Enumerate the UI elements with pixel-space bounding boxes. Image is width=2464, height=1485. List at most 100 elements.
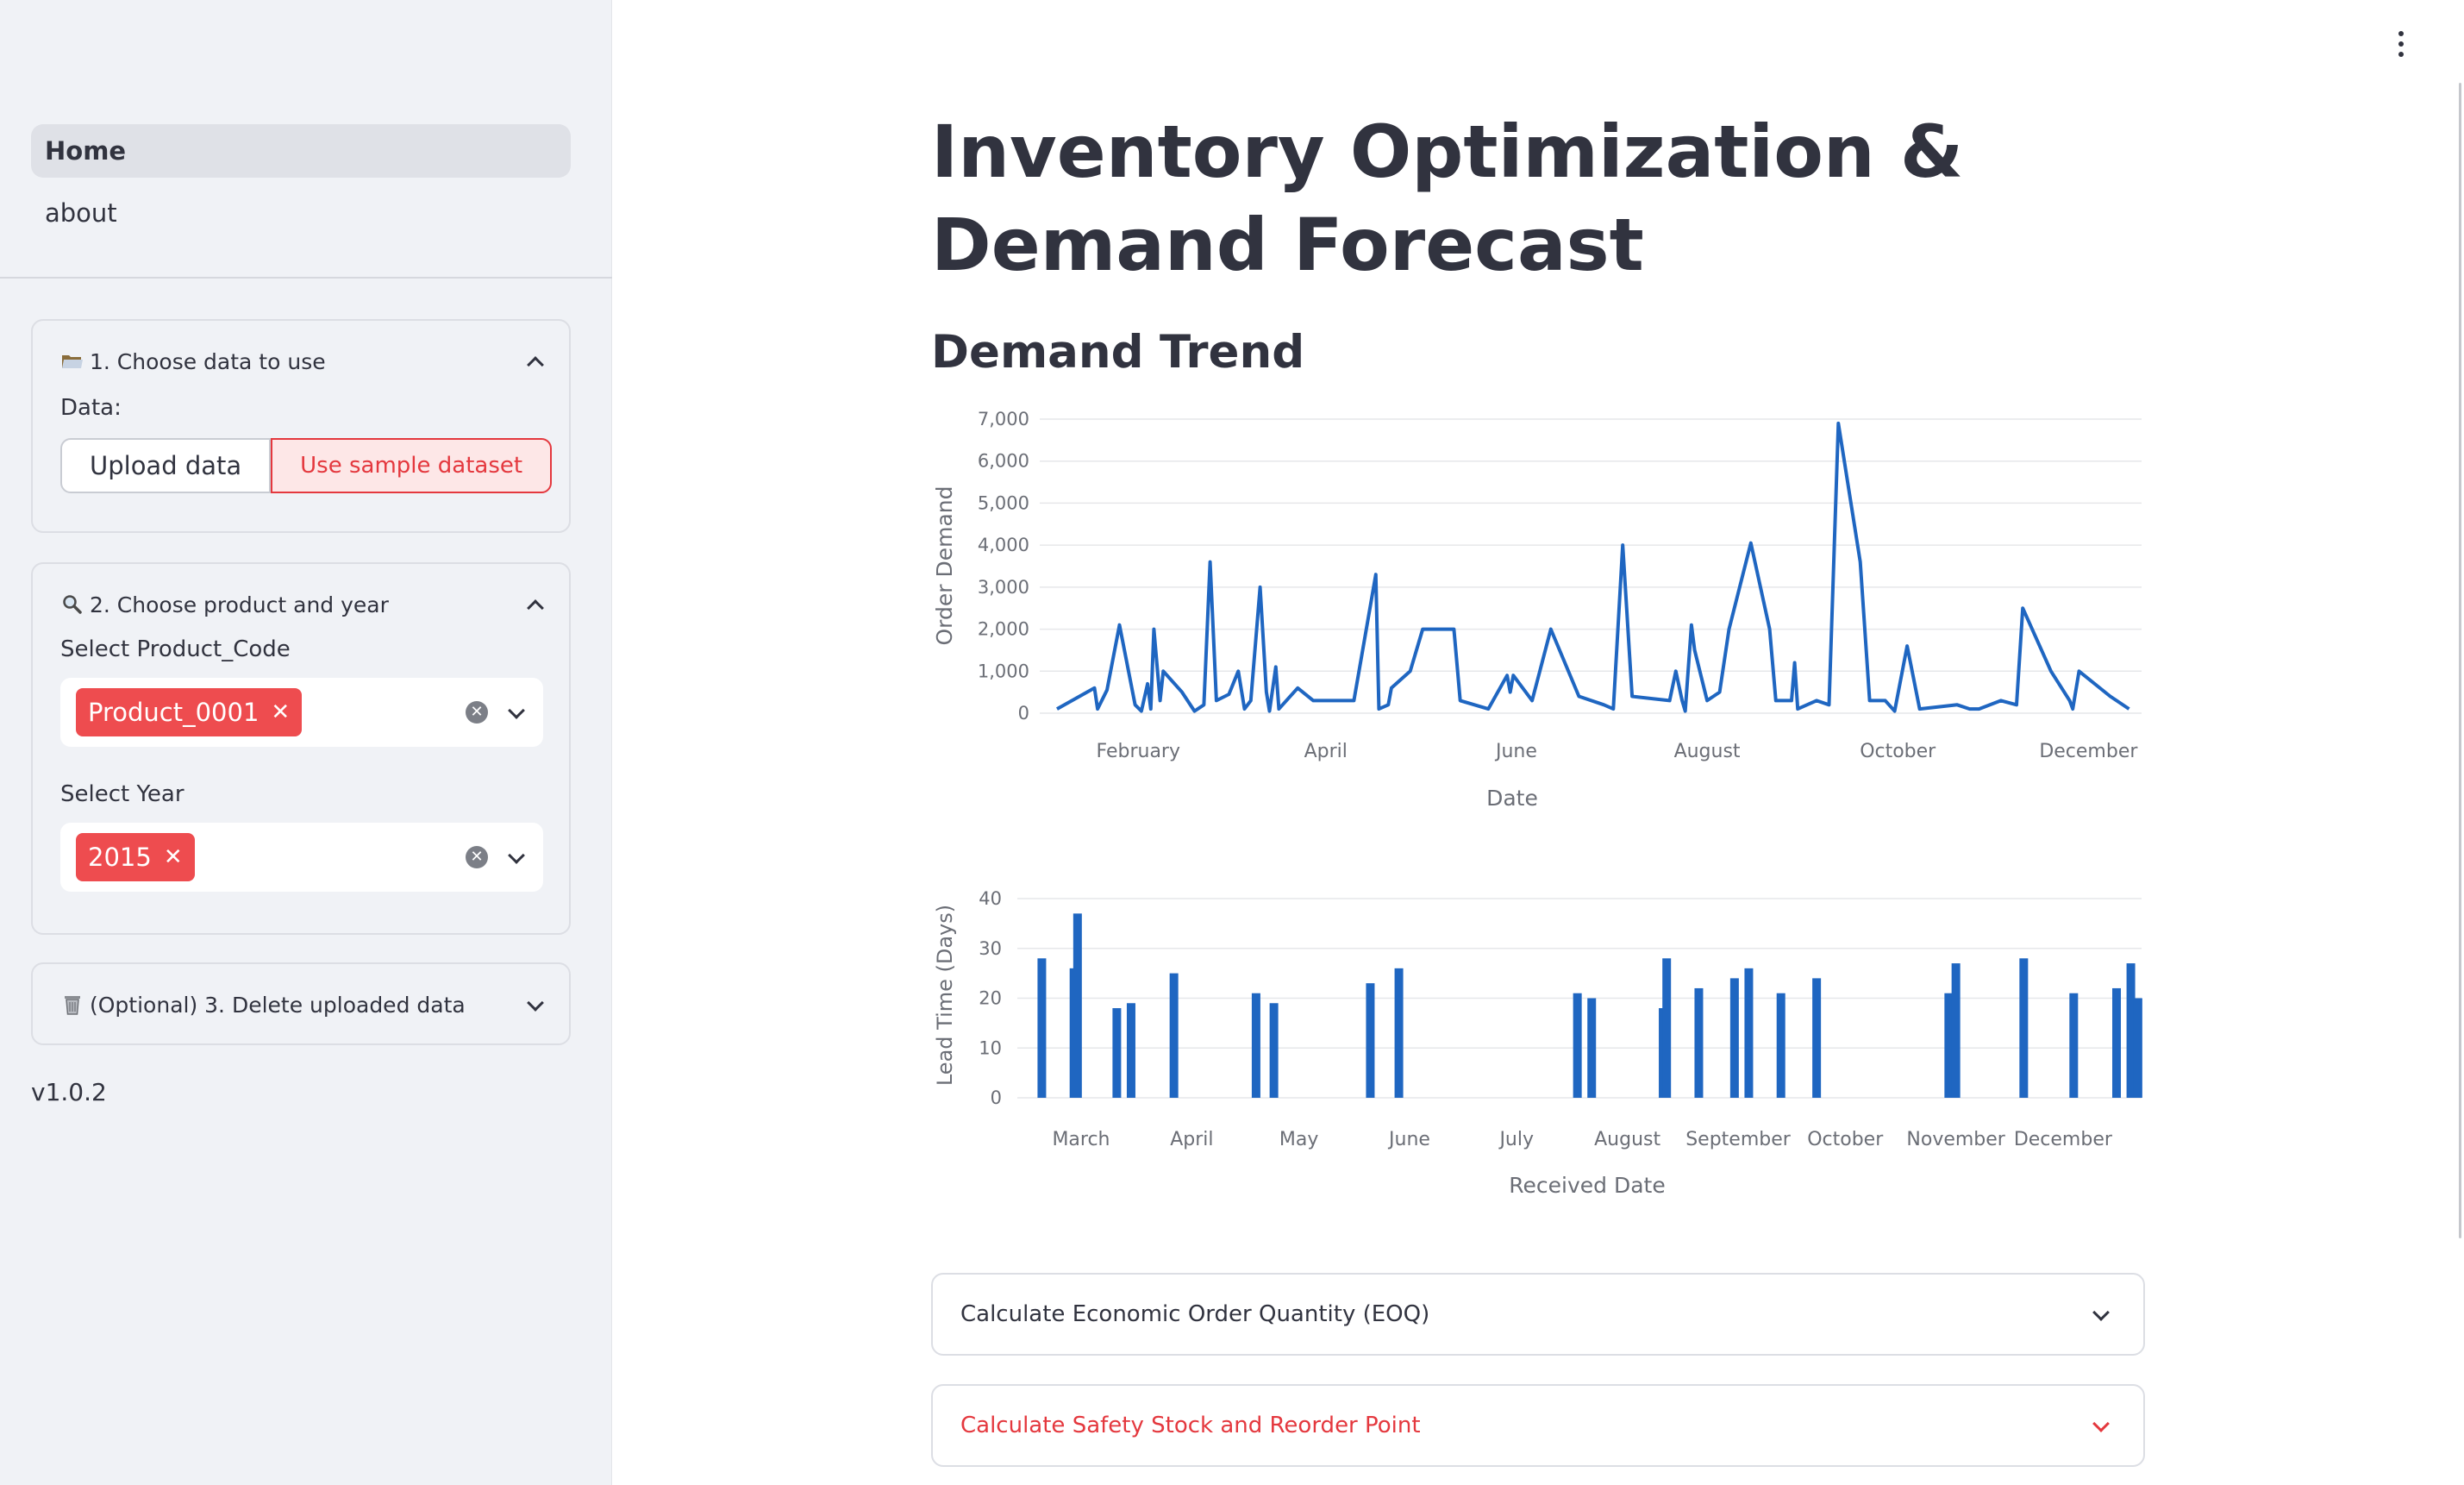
lead-time-bar bbox=[1744, 968, 1754, 1098]
nav-item-about[interactable]: about bbox=[45, 198, 117, 228]
y-tick-label: 0 bbox=[1018, 703, 1029, 724]
chevron-down-icon bbox=[2092, 1306, 2109, 1323]
y-tick-label: 40 bbox=[979, 888, 1002, 909]
x-tick-label: November bbox=[1906, 1129, 2005, 1150]
year-select[interactable]: 2015 ✕ ✕ bbox=[60, 823, 543, 892]
y-tick-label: 30 bbox=[979, 938, 1002, 959]
lead-time-bar bbox=[1951, 963, 1961, 1098]
y-tick-label: 20 bbox=[979, 988, 1002, 1009]
expander-choose-data-header[interactable]: 1. Choose data to use bbox=[33, 321, 569, 402]
remove-tag-icon[interactable]: ✕ bbox=[163, 844, 183, 870]
lead-time-bar bbox=[2133, 998, 2142, 1098]
page-title: Inventory Optimization & Demand Forecast bbox=[931, 110, 1964, 287]
section-title: Demand Trend bbox=[931, 326, 1305, 379]
safety-stock-expander[interactable]: Calculate Safety Stock and Reorder Point bbox=[931, 1384, 2145, 1467]
chevron-down-icon bbox=[2092, 1417, 2109, 1434]
y-tick-label: 0 bbox=[991, 1087, 1002, 1108]
x-tick-label: October bbox=[1860, 741, 1936, 762]
lead-time-bar bbox=[1729, 978, 1739, 1098]
product-tag-label: Product_0001 bbox=[88, 698, 260, 727]
expander-choose-product: 2. Choose product and year Select Produc… bbox=[31, 562, 571, 935]
chevron-down-icon bbox=[526, 996, 543, 1013]
year-label: Select Year bbox=[60, 781, 184, 807]
upload-data-button[interactable]: Upload data bbox=[60, 438, 272, 493]
lead-time-bar bbox=[1126, 1003, 1135, 1098]
x-tick-label: December bbox=[2039, 741, 2138, 762]
lead-time-bar bbox=[1037, 958, 1047, 1098]
sidebar-divider bbox=[0, 277, 612, 279]
y-tick-label: 3,000 bbox=[978, 577, 1029, 598]
lead-time-chart: 0 10 20 30 40 March April May June July August Sep… bbox=[933, 888, 2142, 1198]
x-axis-label: Date bbox=[1486, 786, 1538, 811]
y-tick-label: 5,000 bbox=[978, 492, 1029, 513]
lead-time-bar bbox=[1269, 1003, 1279, 1098]
y-axis-label: Order Demand bbox=[932, 486, 957, 645]
product-code-label: Select Product_Code bbox=[60, 636, 291, 662]
x-tick-label: February bbox=[1097, 741, 1181, 762]
sidebar-nav: Home about bbox=[31, 124, 571, 248]
lead-time-bar bbox=[1573, 993, 1582, 1098]
lead-time-bar bbox=[1944, 993, 1954, 1098]
eoq-expander-title: Calculate Economic Order Quantity (EOQ) bbox=[960, 1301, 1430, 1327]
lead-time-bar bbox=[2019, 958, 2029, 1098]
year-tag-label: 2015 bbox=[88, 843, 152, 872]
lead-time-bar bbox=[2112, 987, 2122, 1098]
safety-stock-expander-title: Calculate Safety Stock and Reorder Point bbox=[960, 1413, 1421, 1438]
y-tick-label: 10 bbox=[979, 1037, 1002, 1058]
lead-time-bar bbox=[1776, 993, 1785, 1098]
y-tick-label: 6,000 bbox=[978, 451, 1029, 472]
expander-choose-data: 1. Choose data to use Data: Upload data … bbox=[31, 319, 571, 533]
demand-series-line bbox=[1056, 421, 2130, 713]
y-tick-label: 1,000 bbox=[978, 661, 1029, 681]
x-tick-label: August bbox=[1594, 1129, 1660, 1150]
x-tick-label: March bbox=[1052, 1129, 1110, 1150]
lead-time-bar bbox=[2126, 963, 2136, 1098]
lead-time-bar bbox=[1812, 978, 1822, 1098]
expander-delete-data-header[interactable]: (Optional) 3. Delete uploaded data bbox=[33, 964, 569, 1045]
eoq-expander[interactable]: Calculate Economic Order Quantity (EOQ) bbox=[931, 1273, 2145, 1356]
y-tick-label: 2,000 bbox=[978, 619, 1029, 640]
chevron-up-icon bbox=[526, 353, 543, 370]
demand-trend-chart: 0 1,000 2,000 3,000 4,000 5,000 6,000 7,000 Feb… bbox=[932, 409, 2142, 811]
x-tick-label: December bbox=[2014, 1129, 2113, 1150]
x-tick-label: September bbox=[1685, 1129, 1792, 1150]
app-version: v1.0.2 bbox=[31, 1078, 107, 1106]
expander-delete-data: (Optional) 3. Delete uploaded data bbox=[31, 962, 571, 1045]
chevron-down-icon[interactable] bbox=[507, 704, 524, 721]
scrollbar[interactable] bbox=[2459, 83, 2461, 1238]
chevron-down-icon[interactable] bbox=[507, 849, 524, 866]
lead-time-bar bbox=[1662, 958, 1672, 1098]
clear-icon[interactable]: ✕ bbox=[466, 846, 488, 868]
y-tick-label: 7,000 bbox=[978, 409, 1029, 429]
lead-time-bar bbox=[1694, 987, 1704, 1098]
expander-choose-product-title: 2. Choose product and year bbox=[90, 592, 389, 617]
magnifier-icon bbox=[60, 594, 84, 615]
use-sample-dataset-button[interactable]: Use sample dataset bbox=[271, 438, 553, 493]
main-menu-icon[interactable] bbox=[2398, 31, 2407, 62]
lead-time-bar bbox=[2069, 993, 2079, 1098]
x-tick-label: October bbox=[1807, 1129, 1884, 1150]
lead-time-bar bbox=[1169, 973, 1179, 1098]
x-tick-label: April bbox=[1304, 741, 1348, 762]
y-tick-label: 4,000 bbox=[978, 535, 1029, 555]
x-tick-label: August bbox=[1674, 741, 1741, 762]
expander-choose-product-header[interactable]: 2. Choose product and year bbox=[33, 564, 569, 645]
product-code-select[interactable]: Product_0001 ✕ ✕ bbox=[60, 678, 543, 747]
product-tag: Product_0001 ✕ bbox=[76, 688, 303, 736]
x-tick-label: April bbox=[1170, 1129, 1213, 1150]
y-axis-label: Lead Time (Days) bbox=[933, 905, 957, 1086]
lead-time-bar bbox=[1073, 913, 1082, 1098]
lead-time-bar bbox=[1366, 983, 1375, 1098]
nav-item-home[interactable]: Home bbox=[31, 124, 571, 178]
sidebar: Home about 1. Choose data to use Data: U… bbox=[0, 0, 612, 1485]
clear-icon[interactable]: ✕ bbox=[466, 701, 488, 724]
expander-delete-data-title: (Optional) 3. Delete uploaded data bbox=[90, 992, 466, 1018]
data-source-toggle: Upload data Use sample dataset bbox=[60, 438, 569, 493]
trash-icon bbox=[60, 994, 84, 1015]
data-label: Data: bbox=[60, 395, 122, 421]
year-tag: 2015 ✕ bbox=[76, 833, 195, 881]
remove-tag-icon[interactable]: ✕ bbox=[271, 699, 291, 725]
chevron-up-icon bbox=[526, 596, 543, 613]
x-tick-label: June bbox=[1494, 741, 1537, 762]
x-tick-label: July bbox=[1498, 1129, 1534, 1150]
